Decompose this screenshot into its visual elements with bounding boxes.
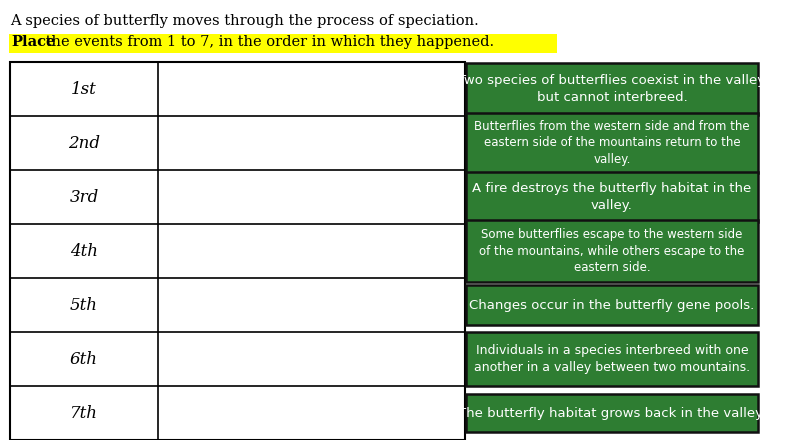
Text: 3rd: 3rd [70,188,98,205]
Text: Some butterflies escape to the western side
of the mountains, while others escap: Some butterflies escape to the western s… [479,228,745,274]
Text: A species of butterfly moves through the process of speciation.: A species of butterfly moves through the… [10,14,478,28]
FancyBboxPatch shape [466,394,758,432]
Text: Place: Place [11,35,55,49]
FancyBboxPatch shape [466,113,758,173]
Text: 7th: 7th [70,404,98,422]
Text: 1st: 1st [71,81,97,98]
Text: A fire destroys the butterfly habitat in the
valley.: A fire destroys the butterfly habitat in… [472,182,752,212]
FancyBboxPatch shape [9,34,557,53]
FancyBboxPatch shape [466,332,758,386]
Text: Changes occur in the butterfly gene pools.: Changes occur in the butterfly gene pool… [470,298,754,312]
Text: 2nd: 2nd [68,135,100,151]
FancyBboxPatch shape [466,220,758,282]
FancyBboxPatch shape [466,172,758,222]
Bar [10,62,465,440]
Text: The butterfly habitat grows back in the valley.: The butterfly habitat grows back in the … [458,407,766,419]
Text: 4th: 4th [70,242,98,260]
Text: Two species of butterflies coexist in the valley
but cannot interbreed.: Two species of butterflies coexist in th… [458,74,766,104]
Text: Individuals in a species interbreed with one
another in a valley between two mou: Individuals in a species interbreed with… [474,344,750,374]
Text: 6th: 6th [70,351,98,367]
Text: 5th: 5th [70,297,98,313]
Text: Butterflies from the western side and from the
eastern side of the mountains ret: Butterflies from the western side and fr… [474,120,750,166]
Text: the events from 1 to 7, in the order in which they happened.: the events from 1 to 7, in the order in … [41,35,494,49]
FancyBboxPatch shape [466,285,758,325]
FancyBboxPatch shape [466,63,758,115]
